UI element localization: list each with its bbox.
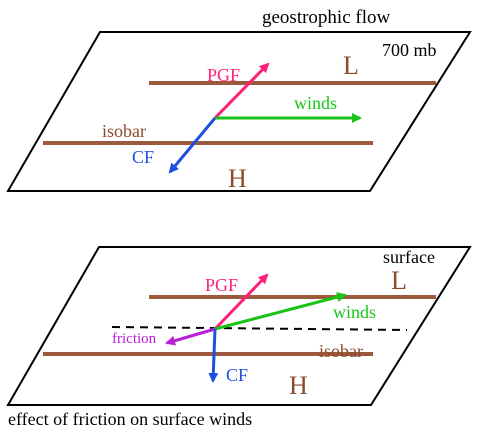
bottom-low-label: L	[391, 266, 407, 295]
top-high-label: H	[228, 164, 247, 193]
bottom-panel: surface L H PGF winds friction isobar CF	[6, 246, 472, 406]
bottom-friction-arrow	[165, 327, 216, 346]
bottom-winds-label: winds	[333, 302, 376, 322]
bottom-pgf-arrow	[213, 273, 269, 331]
top-low-label: L	[343, 51, 359, 80]
top-pgf-arrow	[213, 62, 270, 120]
top-cf-arrow	[168, 117, 217, 174]
bottom-winds-arrow	[214, 292, 347, 331]
top-pgf-label: PGF	[207, 65, 240, 85]
caption: effect of friction on surface winds	[8, 409, 252, 429]
bottom-plane	[6, 246, 472, 406]
bottom-isobar-label: isobar	[319, 341, 363, 361]
bottom-cf-label: CF	[226, 365, 248, 385]
bottom-title: surface	[383, 247, 435, 267]
top-cf-label: CF	[132, 147, 154, 167]
top-panel: geostrophic flow 700 mb L H PGF winds is…	[6, 7, 472, 193]
bottom-friction-label: friction	[112, 331, 157, 347]
bottom-cf-arrow	[208, 328, 219, 383]
top-plane	[6, 31, 472, 192]
top-winds-label: winds	[294, 93, 337, 113]
top-title: geostrophic flow	[262, 7, 391, 28]
bottom-high-label: H	[289, 371, 308, 400]
top-isobar-label: isobar	[102, 121, 146, 141]
top-level: 700 mb	[382, 40, 437, 60]
bottom-pgf-label: PGF	[205, 275, 238, 295]
bottom-dashed-line	[111, 326, 408, 331]
